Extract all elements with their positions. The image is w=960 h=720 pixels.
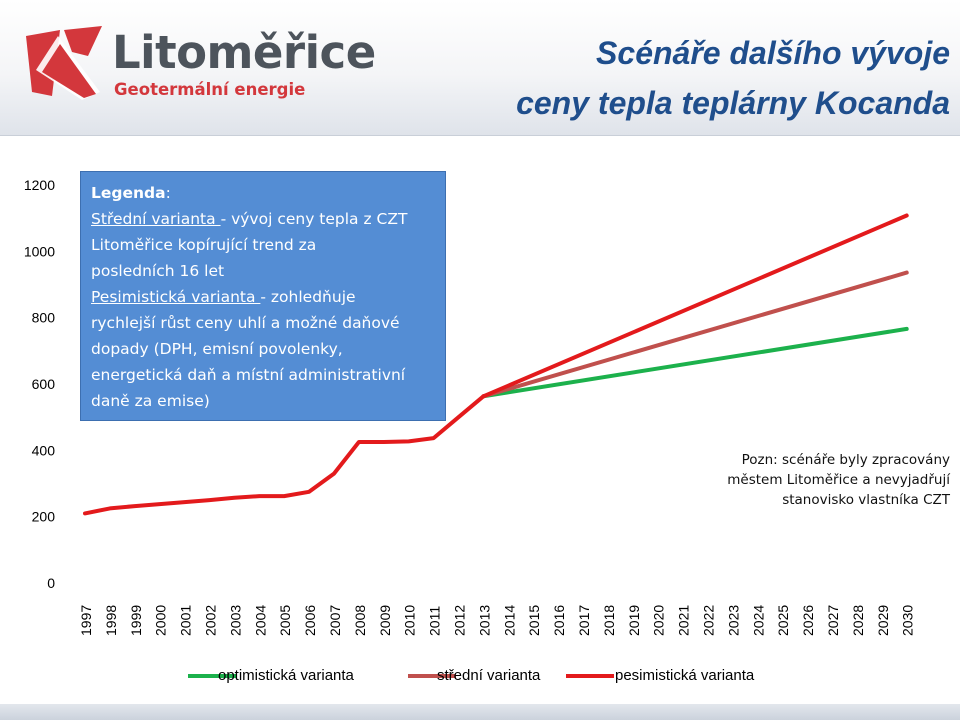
series-line-historical	[83, 394, 486, 516]
x-tick-label: 2021	[676, 605, 692, 636]
legend-label-middle: střední varianta	[437, 667, 541, 684]
note-line-3: stanovisko vlastníka CZT	[782, 492, 950, 508]
logo-name: Litoměřice	[112, 26, 376, 79]
x-tick-label: 2029	[875, 605, 891, 636]
x-tick-label: 1997	[78, 605, 94, 636]
x-tick-label: 2016	[551, 605, 567, 636]
y-tick-label: 1200	[24, 177, 55, 193]
x-tick-label: 2001	[178, 605, 194, 636]
note-line-2: městem Litoměřice a nevyjadřují	[727, 472, 950, 488]
series-line-optimistic	[481, 326, 909, 399]
legend-pess-text-5: daně za emise)	[91, 392, 210, 410]
x-tick-label: 2028	[850, 605, 866, 636]
x-tick-label: 2030	[900, 605, 916, 636]
x-tick-label: 2022	[701, 605, 717, 636]
legend-label-optimistic: optimistická varianta	[218, 667, 354, 684]
header-banner: Litoměřice Geotermální energie Scénáře d…	[0, 0, 960, 136]
y-tick-label: 800	[32, 310, 56, 326]
note-line-1: Pozn: scénáře byly zpracovány	[741, 452, 950, 468]
legend-swatch-optimistic	[188, 674, 236, 678]
legend-middle-head: Střední varianta	[91, 210, 221, 228]
x-tick-label: 2023	[725, 605, 741, 636]
x-tick-label: 1998	[103, 605, 119, 636]
x-tick-label: 2024	[750, 605, 766, 636]
y-tick-label: 200	[32, 509, 56, 525]
x-tick-label: 2019	[626, 605, 642, 636]
x-tick-label: 2018	[601, 605, 617, 636]
series-legend: optimistická varianta střední varianta p…	[0, 664, 960, 688]
x-tick-label: 1999	[128, 605, 144, 636]
series-line-pessimistic	[481, 213, 909, 399]
legend-pess-text-1: - zohledňuje	[260, 288, 356, 306]
x-tick-label: 2013	[476, 605, 492, 636]
legend-heading: Legenda	[91, 184, 166, 202]
page-title-line-1: Scénáře dalšího vývoje	[596, 35, 950, 71]
y-tick-label: 600	[32, 376, 56, 392]
legend-swatch-pessimistic	[566, 674, 614, 678]
legend-label-pessimistic: pesimistická varianta	[615, 667, 755, 684]
x-tick-label: 2008	[352, 605, 368, 636]
x-tick-label: 2003	[227, 605, 243, 636]
y-tick-label: 400	[32, 442, 56, 458]
logo-tagline: Geotermální energie	[114, 80, 306, 99]
x-tick-label: 2010	[402, 605, 418, 636]
x-tick-label: 2002	[203, 605, 219, 636]
x-tick-label: 2027	[825, 605, 841, 636]
x-tick-label: 2007	[327, 605, 343, 636]
x-tick-label: 2005	[277, 605, 293, 636]
series-line-middle	[481, 270, 909, 399]
legend-pess-text-2: rychlejší růst ceny uhlí a možné daňové	[91, 314, 400, 332]
legend-pess-text-4: energetická daň a místní administrativní	[91, 366, 406, 384]
legend-pess-text-3: dopady (DPH, emisní povolenky,	[91, 340, 343, 358]
y-tick-label: 1000	[24, 243, 55, 259]
x-tick-label: 2004	[252, 605, 268, 636]
page-title-line-2: ceny tepla teplárny Kocanda	[516, 85, 950, 121]
footer-strip	[0, 704, 960, 720]
x-tick-label: 2000	[153, 605, 169, 636]
legend-heading-colon: :	[165, 184, 171, 202]
x-tick-label: 2015	[526, 605, 542, 636]
legend-box: Legenda: Střední varianta - vývoj ceny t…	[80, 171, 446, 421]
x-tick-label: 2025	[775, 605, 791, 636]
chart-note: Pozn: scénáře byly zpracovány městem Lit…	[650, 450, 950, 510]
y-tick-label: 0	[47, 575, 55, 591]
x-tick-label: 2009	[377, 605, 393, 636]
x-tick-label: 2006	[302, 605, 318, 636]
litomerice-logo-icon	[26, 26, 102, 100]
legend-swatch-middle	[408, 674, 456, 678]
x-tick-label: 2012	[452, 605, 468, 636]
x-tick-label: 2017	[576, 605, 592, 636]
x-tick-label: 2014	[501, 605, 517, 636]
x-tick-label: 2026	[800, 605, 816, 636]
legend-middle-text-3: posledních 16 let	[91, 262, 225, 280]
x-tick-label: 2011	[427, 606, 443, 636]
legend-pess-head: Pesimistická varianta	[91, 288, 261, 306]
legend-middle-text-2: Litoměřice kopírující trend za	[91, 236, 317, 254]
legend-middle-text-1: - vývoj ceny tepla z CZT	[220, 210, 408, 228]
x-tick-label: 2020	[651, 605, 667, 636]
